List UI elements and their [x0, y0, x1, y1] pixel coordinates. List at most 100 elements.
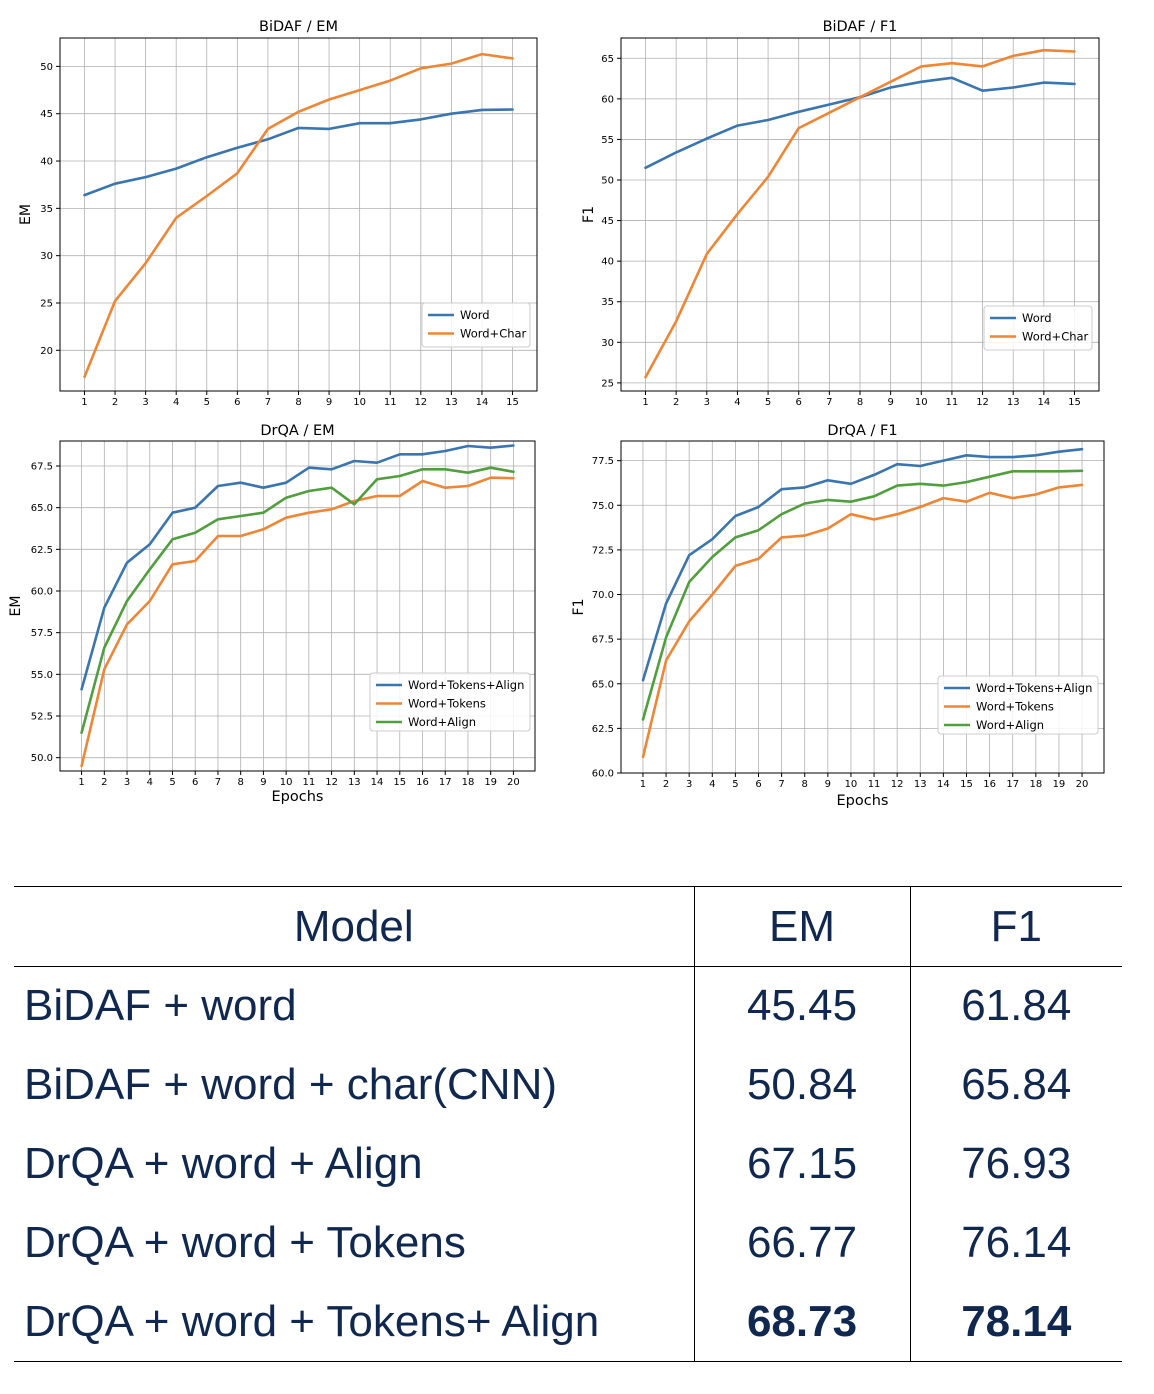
x-tick-label: 2 [663, 779, 669, 790]
series-line [641, 483, 1084, 759]
legend-label: Word+Tokens [976, 700, 1054, 714]
x-tick-label: 4 [173, 397, 179, 408]
x-tick-label: 7 [265, 397, 271, 408]
y-axis-label: EM [8, 596, 24, 617]
header-f1: F1 [909, 886, 1122, 967]
y-tick-label: 52.5 [31, 712, 53, 723]
x-tick-label: 13 [914, 779, 927, 790]
y-axis-label: F1 [581, 206, 597, 223]
series-line [80, 466, 515, 735]
y-tick-label: 40 [40, 157, 53, 168]
f1-cell: 65.84 [909, 1045, 1122, 1125]
x-tick-label: 14 [371, 777, 384, 788]
x-tick-label: 3 [124, 777, 130, 788]
chart-panel: 1 2 3 4 5 6 7 8 9 10 11 12 13 14 15 16 17 18 19 2060.062.56… [571, 423, 1105, 809]
x-tick-label: 6 [234, 397, 240, 408]
x-tick-label: 8 [295, 397, 301, 408]
em-cell: 50.84 [693, 1045, 910, 1125]
table-row: DrQA + word + Tokens+ Align 68.73 78.14 [14, 1282, 1122, 1362]
x-tick-label: 20 [507, 777, 520, 788]
x-tick-label: 6 [796, 397, 802, 408]
x-tick-label: 5 [765, 397, 771, 408]
x-tick-label: 11 [868, 779, 881, 790]
legend-label: Word+Tokens [408, 697, 486, 711]
x-tick-label: 1 [642, 397, 648, 408]
legend-label: Word+Tokens+Align [408, 678, 524, 692]
x-axis-label: Epochs [837, 793, 889, 809]
x-tick-label: 4 [147, 777, 153, 788]
x-tick-label: 7 [778, 779, 784, 790]
table-header-row: Model EM F1 [14, 886, 1122, 967]
axes-frame [59, 440, 536, 772]
x-tick-label: 16 [983, 779, 996, 790]
x-tick-label: 3 [704, 397, 710, 408]
y-tick-label: 45 [40, 109, 53, 120]
legend-box [369, 672, 531, 732]
x-tick-label: 3 [142, 397, 148, 408]
x-tick-label: 18 [462, 777, 475, 788]
y-tick-label: 45 [601, 216, 614, 227]
x-tick-label: 13 [1007, 397, 1020, 408]
series-line [83, 108, 514, 197]
model-cell: DrQA + word + Tokens [24, 1218, 466, 1267]
charts-area: 1 2 3 4 5 6 7 8 9 10 11 12 13 14 1520253035404550BiDAF… [8, 19, 1105, 809]
x-tick-label: 10 [915, 397, 928, 408]
x-tick-label: 10 [353, 397, 366, 408]
x-tick-label: 19 [1053, 779, 1066, 790]
x-tick-label: 18 [1029, 779, 1042, 790]
y-tick-label: 35 [601, 297, 614, 308]
x-tick-label: 15 [960, 779, 973, 790]
x-tick-label: 13 [445, 397, 458, 408]
x-tick-label: 2 [673, 397, 679, 408]
x-tick-label: 17 [439, 777, 452, 788]
x-tick-label: 12 [976, 397, 989, 408]
y-axis-label: EM [18, 204, 34, 225]
x-tick-label: 8 [857, 397, 863, 408]
y-tick-label: 70.0 [592, 590, 614, 601]
x-tick-label: 7 [826, 397, 832, 408]
x-tick-label: 11 [302, 777, 315, 788]
y-tick-label: 60.0 [592, 769, 614, 780]
results-table: Model EM F1 BiDAF + word 45.45 61.84 BiD… [14, 886, 1122, 1362]
header-model: Model [14, 886, 694, 967]
y-tick-label: 55 [601, 135, 614, 146]
chart-legend: Word Word+Char [421, 302, 531, 348]
x-tick-label: 17 [1006, 779, 1019, 790]
legend-label: Word [460, 308, 490, 322]
x-tick-label: 14 [476, 397, 489, 408]
x-tick-label: 15 [506, 397, 519, 408]
chart-legend: Word+Tokens+Align Word+Tokens Word+Align [937, 675, 1099, 735]
y-tick-label: 57.5 [31, 628, 53, 639]
x-tick-label: 15 [393, 777, 406, 788]
y-tick-label: 25 [601, 378, 614, 389]
em-cell: 68.73 [693, 1282, 910, 1362]
x-tick-label: 12 [891, 779, 904, 790]
f1-cell: 78.14 [909, 1282, 1122, 1362]
legend-box [937, 675, 1099, 735]
y-tick-label: 40 [601, 257, 614, 268]
y-tick-label: 67.5 [31, 462, 53, 473]
legend-label: Word+Char [1022, 330, 1089, 344]
series-line [644, 48, 1076, 379]
x-tick-label: 6 [755, 779, 761, 790]
y-tick-label: 62.5 [592, 724, 614, 735]
chart-title: BiDAF / EM [259, 19, 338, 35]
chart-title: BiDAF / F1 [823, 19, 898, 35]
x-tick-label: 14 [937, 779, 950, 790]
f1-cell: 61.84 [909, 966, 1122, 1046]
x-tick-label: 4 [734, 397, 740, 408]
x-tick-label: 1 [78, 777, 84, 788]
y-tick-label: 65.0 [592, 679, 614, 690]
x-tick-label: 5 [732, 779, 738, 790]
series-line [641, 447, 1084, 682]
x-tick-label: 10 [280, 777, 293, 788]
series-line [641, 469, 1084, 721]
x-tick-label: 5 [169, 777, 175, 788]
x-tick-label: 12 [414, 397, 427, 408]
em-cell: 67.15 [693, 1124, 910, 1204]
x-tick-label: 13 [348, 777, 361, 788]
em-cell: 45.45 [693, 966, 910, 1046]
f1-cell: 76.14 [909, 1203, 1122, 1283]
header-em: EM [693, 886, 910, 967]
x-tick-label: 2 [112, 397, 118, 408]
